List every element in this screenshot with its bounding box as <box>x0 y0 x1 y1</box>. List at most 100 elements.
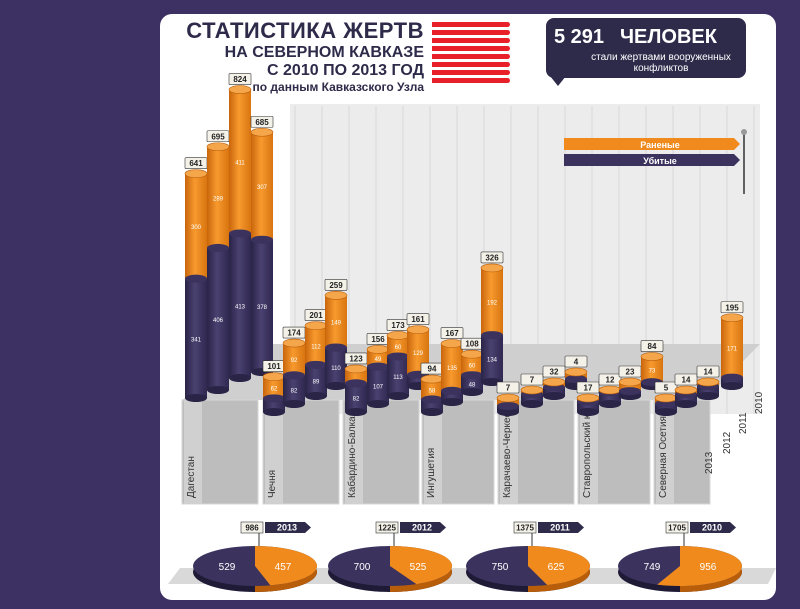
bar-total-label: 101 <box>267 362 281 371</box>
bar-top-cap <box>496 393 520 403</box>
bar-killed-segment <box>577 401 599 412</box>
bar-total-label: 12 <box>606 376 615 385</box>
bar-11: 161 129 <box>406 313 430 390</box>
bar-total-box <box>520 373 544 386</box>
bar-wounded-label: 49 <box>375 357 382 363</box>
bar-base-cap <box>345 408 367 416</box>
bar-base-cap <box>229 374 251 382</box>
bar-top-cap <box>406 325 430 334</box>
bar-base-cap <box>521 400 543 408</box>
bar-16: 7 <box>496 381 520 416</box>
bar-total-box <box>480 251 504 264</box>
bar-segment-join <box>305 360 327 369</box>
pie-2010: 749 956 1705 2010 <box>618 521 743 592</box>
bar-total-label: 84 <box>648 342 657 351</box>
pie-year-label: 2012 <box>412 523 432 533</box>
bar-wounded-segment <box>207 146 229 248</box>
bar-total-label: 641 <box>189 159 203 168</box>
bar-wounded-label: 60 <box>395 345 402 351</box>
pie-year-tag <box>538 522 584 533</box>
total-victims-unit: ЧЕЛОВЕК <box>620 26 717 48</box>
pie-total-box <box>513 521 537 534</box>
bar-killed-label: 113 <box>393 375 403 381</box>
bar-top-cap <box>618 377 642 387</box>
bar-killed-label: 48 <box>469 383 476 389</box>
bar-segment-join <box>387 352 409 361</box>
pie-year-label: 2010 <box>702 523 722 533</box>
pie-wounded-label: 457 <box>275 562 292 573</box>
bar-3: 685 307 378 <box>250 115 274 376</box>
legend: Раненые Убитые <box>564 129 747 194</box>
bar-killed-segment <box>721 377 743 386</box>
bar-segment-join <box>229 229 251 238</box>
bar-total-box <box>696 365 720 378</box>
bar-total-box <box>386 319 410 331</box>
bar-total-label: 259 <box>329 281 343 290</box>
bar-total-label: 23 <box>626 368 635 377</box>
bar-wounded-segment <box>263 376 285 399</box>
bar-top-cap <box>460 349 484 359</box>
pie-killed-label: 750 <box>492 562 509 573</box>
bar-total-label: 161 <box>411 315 425 324</box>
bar-top-cap <box>386 331 410 340</box>
bar-17: 7 <box>520 373 544 408</box>
bar-killed-label: 341 <box>191 337 202 343</box>
bar-8: 123 82 <box>344 352 368 416</box>
pie-2013: 529 457 986 2013 <box>193 521 317 592</box>
bar-total-label: 685 <box>255 118 269 127</box>
bar-total-label: 195 <box>725 303 739 312</box>
pie-wounded-slice <box>657 546 743 587</box>
bar-segment-join <box>619 387 641 396</box>
bar-2: 824 411 413 <box>228 73 252 382</box>
bar-base-cap <box>599 400 621 408</box>
bar-top-cap <box>542 377 566 387</box>
bar-base-cap <box>325 382 347 390</box>
bar-base-cap <box>421 408 443 416</box>
bar-wounded-segment <box>251 132 273 240</box>
bar-segment-join <box>461 371 483 380</box>
bar-5: 174 92 82 <box>282 326 306 408</box>
bar-base-cap <box>283 400 305 408</box>
bar-top-cap <box>304 321 328 330</box>
bar-segment-join <box>481 331 503 340</box>
bar-killed-segment <box>305 364 327 396</box>
bar-wounded-label: 307 <box>257 185 268 191</box>
bar-top-cap <box>480 263 504 273</box>
pie-wounded-label: 525 <box>410 562 427 573</box>
bar-top-cap <box>366 345 390 354</box>
bar-wounded-label: 149 <box>331 320 342 326</box>
bar-wounded-label: 135 <box>447 366 458 372</box>
year-label-2010: 2010 <box>754 391 765 414</box>
pie-total-label: 1375 <box>516 524 534 533</box>
bar-wounded-segment <box>441 343 463 391</box>
subtitle-source: по данным Кавказского Узла <box>252 80 425 94</box>
bar-segment-join <box>251 235 273 244</box>
bar-total-label: 32 <box>550 368 559 377</box>
bar-top-cap <box>520 385 544 395</box>
bar-wounded-segment <box>229 89 251 234</box>
bar-12: 94 58 <box>420 362 444 416</box>
bar-base-cap <box>441 398 463 406</box>
bar-killed-segment <box>387 356 409 396</box>
bar-total-box <box>674 373 698 386</box>
bar-wounded-segment <box>283 343 305 376</box>
bar-27: 195 171 <box>720 301 744 390</box>
bar-wounded-label: 60 <box>469 364 476 370</box>
year-label-2011: 2011 <box>738 412 749 434</box>
bar-wounded-label: 92 <box>291 358 298 364</box>
bar-wounded-segment <box>641 356 663 383</box>
bar-wounded-segment <box>481 267 503 336</box>
bar-wounded-segment <box>367 349 389 367</box>
year-label-2013: 2013 <box>704 451 715 474</box>
bar-0: 641 300 341 <box>184 157 208 402</box>
bar-19: 4 <box>564 355 588 390</box>
bar-wounded-segment <box>619 382 641 392</box>
bar-base-cap <box>543 392 565 400</box>
bar-segment-join <box>421 395 443 404</box>
bar-wounded-label: 289 <box>213 196 224 202</box>
bar-killed-segment <box>251 239 273 372</box>
legend-wounded-swatch <box>564 138 740 150</box>
bar-total-box <box>250 115 274 128</box>
bar-base-cap <box>367 400 389 408</box>
region-pedestal-face <box>265 400 283 504</box>
